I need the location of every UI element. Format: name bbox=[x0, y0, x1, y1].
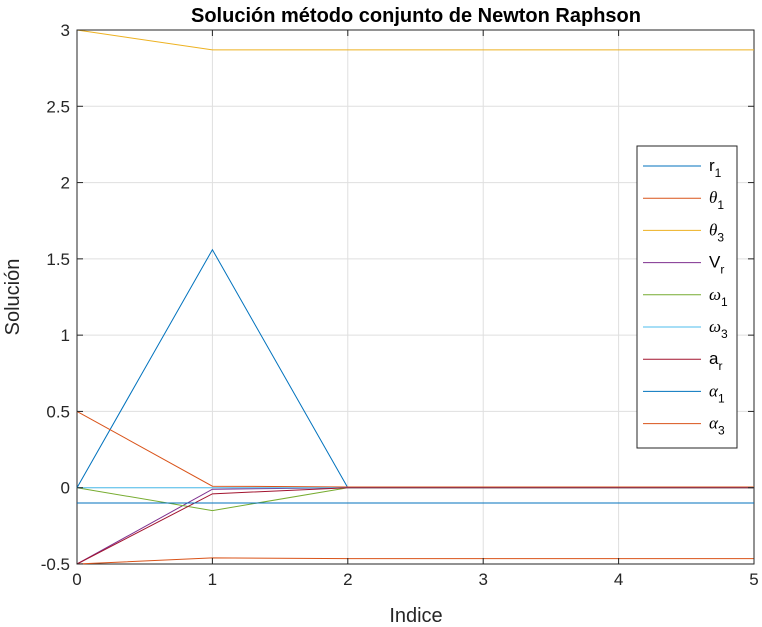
series-line-3 bbox=[76, 29, 754, 51]
y-axis-ticks: -0.5 0 0.5 1 1.5 2 2.5 3 bbox=[41, 21, 754, 574]
series-line-7 bbox=[76, 487, 754, 565]
y-tick-label: -0.5 bbox=[41, 555, 70, 574]
y-tick-label: 0 bbox=[61, 479, 70, 498]
x-tick-label: 3 bbox=[478, 570, 487, 589]
y-tick-label: 2.5 bbox=[46, 97, 70, 116]
y-axis-label: Solución bbox=[2, 259, 24, 336]
series-line-9 bbox=[76, 557, 754, 565]
x-axis-label: Indice bbox=[389, 605, 442, 627]
series-lines bbox=[76, 29, 754, 565]
legend-box bbox=[636, 145, 738, 449]
plot-area-box bbox=[76, 29, 755, 565]
series-line-2 bbox=[76, 410, 754, 488]
x-axis-ticks: 0 1 2 3 4 5 bbox=[72, 30, 759, 589]
y-tick-label: 2 bbox=[61, 174, 70, 193]
y-tick-label: 3 bbox=[61, 21, 70, 40]
x-tick-label: 1 bbox=[208, 570, 217, 589]
series-line-5 bbox=[76, 487, 754, 512]
x-tick-label: 5 bbox=[749, 570, 758, 589]
x-tick-label: 0 bbox=[72, 570, 81, 589]
y-tick-label: 1 bbox=[61, 326, 70, 345]
x-tick-label: 2 bbox=[343, 570, 352, 589]
x-tick-label: 4 bbox=[614, 570, 623, 589]
series-line-4 bbox=[76, 487, 754, 565]
y-tick-label: 1.5 bbox=[46, 250, 70, 269]
y-tick-label: 0.5 bbox=[46, 402, 70, 421]
chart-title: Solución método conjunto de Newton Raphs… bbox=[191, 5, 641, 27]
